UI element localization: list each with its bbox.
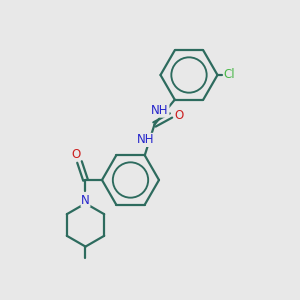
Text: Cl: Cl xyxy=(223,68,235,82)
Text: O: O xyxy=(71,148,80,160)
Text: NH: NH xyxy=(137,134,155,146)
Text: N: N xyxy=(81,194,90,206)
Text: NH: NH xyxy=(152,104,169,117)
Text: O: O xyxy=(174,109,183,122)
